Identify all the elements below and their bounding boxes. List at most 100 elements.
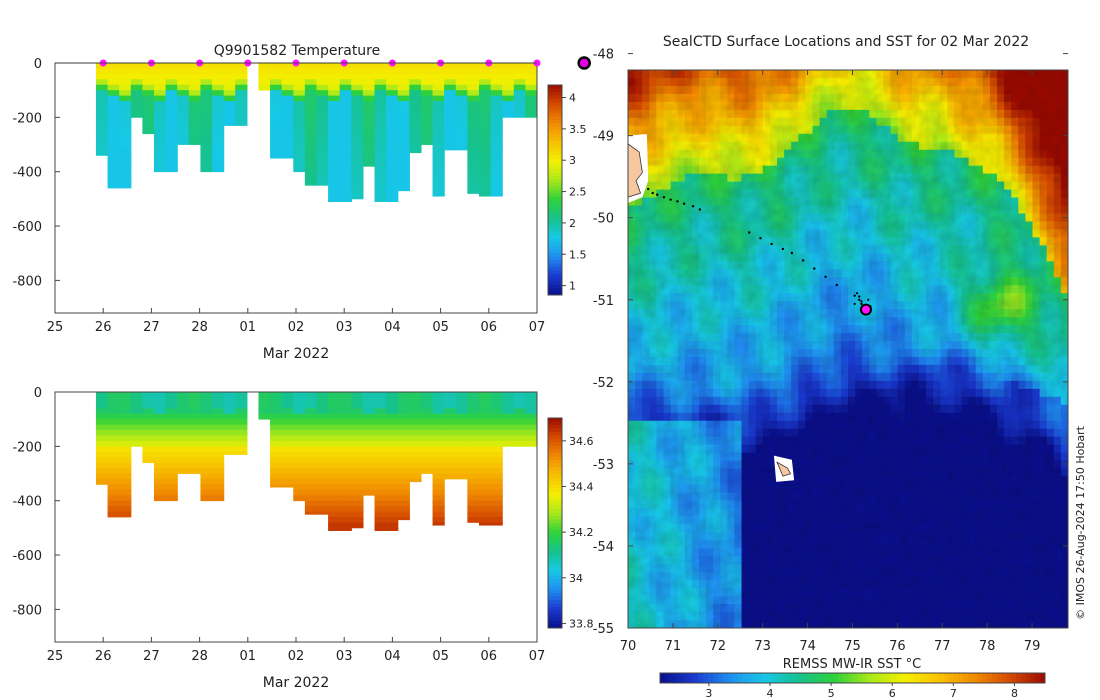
salinity-cell [444,408,457,415]
salinity-cell [200,478,213,485]
temperature-cell [316,155,329,162]
temperature-cell [444,144,457,151]
salinity-cell [478,397,492,404]
temperature-cell [374,160,387,167]
salinity-cell [95,478,109,485]
salinity-cell [165,451,178,458]
temperature-cell [490,182,503,189]
salinity-cell [328,527,341,531]
salinity-cell [107,424,120,431]
salinity-cell [386,517,399,523]
temperature-cell [119,111,132,118]
salinity-cell [212,392,225,398]
salinity-cell [397,392,410,398]
y-tick-label: -600 [12,549,42,564]
temperature-cell [293,166,306,173]
salinity-cell [374,522,387,529]
salinity-cell [502,419,515,426]
salinity-cell [478,424,492,431]
temperature-cell [432,111,445,118]
salinity-cell [304,419,318,426]
temperature-cell [235,101,248,107]
salinity-cell [478,506,492,512]
temperature-cell [386,171,399,178]
colorbar-tick-label: 34.4 [569,480,594,493]
colorbar-tick-label: 33.8 [569,617,594,630]
temperature-cell [223,79,236,86]
colorbar-swatch [548,624,562,629]
salinity-cell [119,408,132,415]
salinity-cell [455,468,468,474]
temperature-cell [351,111,364,118]
salinity-cell [165,462,178,469]
salinity-cell [154,435,167,442]
x-tick-label: 05 [432,320,449,335]
temperature-cell [142,128,155,135]
temperature-cell [142,68,155,75]
colorbar-swatch [548,144,562,149]
salinity-cell [304,402,318,409]
salinity-cell [444,424,457,431]
salinity-cell [339,435,352,442]
temperature-cell [304,182,318,186]
temperature-cell [328,122,341,129]
colorbar-swatch [548,463,562,468]
salinity-cell [328,440,341,447]
salinity-cell [188,413,202,420]
temperature-cell [304,90,318,97]
temperature-cell [374,111,387,118]
salinity-cell [235,430,248,436]
x-tick-label: 28 [191,320,208,335]
salinity-cell [130,419,143,426]
temperature-cell [328,106,341,113]
salinity-cell [328,462,341,469]
temperature-cell [351,188,364,194]
salinity-cell [362,402,376,409]
salinity-cell [142,440,155,447]
salinity-cell [386,440,399,447]
colorbar-swatch [548,123,562,128]
salinity-cell [119,478,132,485]
salinity-cell [177,468,190,474]
salinity-cell [467,402,480,409]
temperature-cell [386,68,399,75]
temperature-cell [165,133,178,140]
temperature-cell [188,101,202,107]
temperature-cell [328,90,341,97]
temperature-cell [235,84,248,91]
salinity-cell [455,446,468,453]
colorbar-tick-label: 2 [569,217,576,230]
temperature-cell [397,111,410,118]
salinity-cell [478,462,492,469]
salinity-cell [316,500,329,507]
temperature-cell [235,63,248,69]
colorbar-swatch [548,127,562,131]
temperature-cell [154,128,167,135]
temperature-cell [502,68,515,75]
salinity-cell [95,397,109,404]
salinity-cell [397,435,410,442]
salinity-cell [316,402,329,409]
salinity-cell [200,402,213,409]
temperature-cell [293,122,306,129]
temperature-cell [339,177,352,183]
salinity-cell [95,392,109,398]
salinity-cell [270,430,283,436]
temperature-cell [467,106,480,113]
salinity-cell [420,462,434,469]
temperature-cell [328,171,341,178]
salinity-cell [177,408,190,415]
temperature-cell [130,68,143,75]
temperature-cell [513,73,526,80]
temperature-cell [95,68,109,75]
colorbar-tick-label: 34 [569,572,583,585]
salinity-cell [420,457,434,464]
temperature-cell [142,90,155,97]
salinity-cell [223,451,236,455]
salinity-cell [455,402,468,409]
salinity-cell [293,435,306,442]
colorbar-swatch [548,183,562,187]
y-tick-label: -400 [12,495,42,510]
temperature-cell [478,149,492,156]
salinity-cell [223,430,236,436]
